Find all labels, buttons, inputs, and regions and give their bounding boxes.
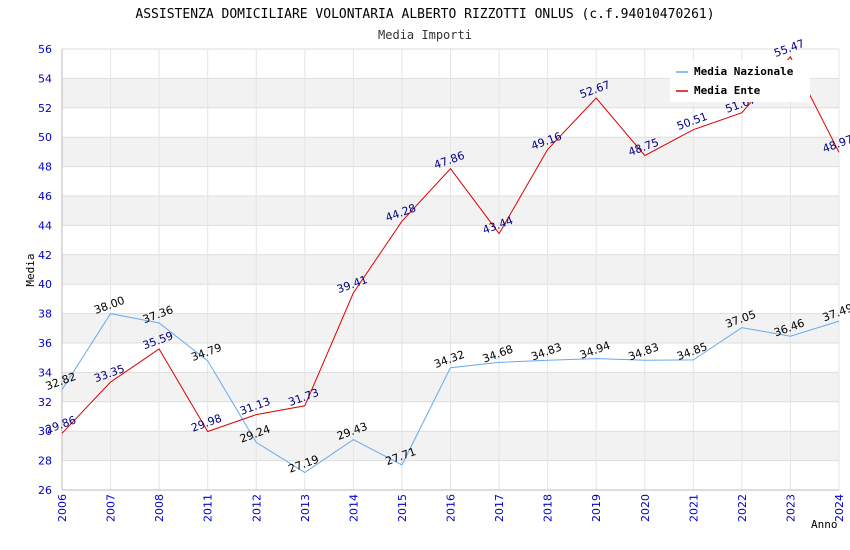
x-tick-label: 2011	[202, 494, 215, 522]
y-tick-label: 56	[38, 43, 52, 56]
y-axis-title: Media	[24, 253, 37, 286]
y-tick-label: 30	[38, 425, 52, 438]
series-line-media-nazionale	[61, 313, 840, 474]
y-tick-label: 44	[38, 219, 52, 232]
y-tick-label: 54	[38, 72, 52, 85]
x-tick-label: 2018	[542, 494, 555, 522]
x-tick-label: 2017	[493, 494, 506, 522]
x-tick-label: 2006	[56, 494, 69, 522]
x-axis-ticks: 2006 2007 2008 2011 2012 2013 2014 2015 2016 2017…	[56, 494, 846, 522]
y-tick-label: 40	[38, 278, 52, 291]
y-tick-label: 48	[38, 161, 52, 174]
chart-title: ASSISTENZA DOMICILIARE VOLONTARIA ALBERT…	[135, 7, 714, 22]
y-tick-label: 26	[38, 484, 52, 497]
x-tick-label: 2019	[590, 494, 603, 522]
legend-box	[670, 60, 810, 102]
y-tick-label: 52	[38, 102, 52, 115]
x-tick-label: 2014	[347, 494, 360, 522]
x-tick-label: 2022	[736, 494, 749, 522]
x-tick-label: 2012	[250, 494, 263, 522]
data-label: 34.79	[189, 341, 223, 364]
x-tick-label: 2016	[445, 494, 458, 522]
x-tick-label: 2021	[687, 494, 700, 522]
y-tick-label: 50	[38, 131, 52, 144]
y-tick-label: 42	[38, 249, 52, 262]
x-axis-title: Anno	[811, 518, 838, 531]
y-tick-label: 36	[38, 337, 52, 350]
x-tick-label: 2015	[396, 494, 409, 522]
series-line-media-ente	[61, 55, 840, 434]
data-label: 50.51	[675, 110, 709, 133]
y-tick-label: 46	[38, 190, 52, 203]
x-tick-label: 2007	[105, 494, 118, 522]
x-tick-label: 2008	[153, 494, 166, 522]
y-tick-label: 28	[38, 455, 52, 468]
x-tick-label: 2013	[299, 494, 312, 522]
chart-subtitle: Media Importi	[378, 28, 472, 42]
legend-label-media-nazionale: Media Nazionale	[694, 65, 794, 78]
data-label: 34.32	[432, 348, 466, 371]
x-tick-label: 2023	[784, 494, 797, 522]
y-tick-label: 38	[38, 308, 52, 321]
grid-lines	[61, 48, 840, 491]
x-tick-label: 2024	[833, 494, 846, 522]
y-tick-label: 34	[38, 366, 52, 379]
y-tick-label: 32	[38, 396, 52, 409]
series-lines	[61, 55, 840, 474]
x-tick-label: 2020	[639, 494, 652, 522]
legend: Media Nazionale Media Ente	[670, 60, 810, 102]
y-axis-ticks: 26 28 30 32 34 36 38 40 42 44 46 48 50 52 54 56	[38, 43, 52, 497]
data-label: 55.47	[772, 37, 806, 60]
legend-label-media-ente: Media Ente	[694, 84, 761, 97]
